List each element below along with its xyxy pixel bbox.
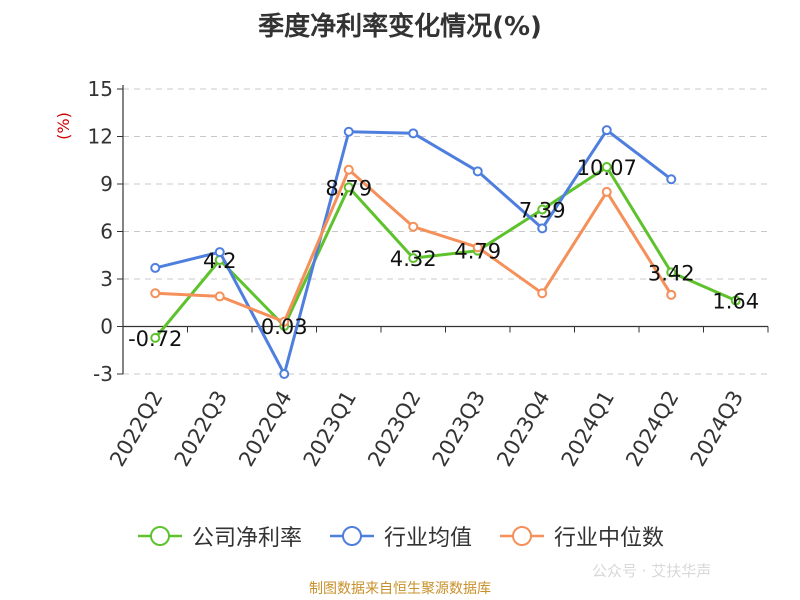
chart-legend: 公司净利率 行业均值 行业中位数 — [0, 520, 800, 552]
data-point — [666, 174, 677, 185]
data-point — [279, 369, 290, 379]
y-tick-label: -3 — [93, 362, 113, 386]
data-label: 0.03 — [261, 315, 308, 339]
chart-title: 季度净利率变化情况(%) — [258, 12, 542, 42]
data-point — [666, 267, 677, 278]
series-line-2 — [155, 168, 673, 324]
y-tick-label: 0 — [100, 315, 113, 339]
y-tick-label: 6 — [100, 220, 113, 244]
x-tick-label: 2024Q2 — [621, 387, 683, 471]
data-point — [150, 288, 161, 299]
x-tick-label: 2024Q1 — [557, 387, 619, 471]
data-point — [343, 126, 354, 137]
x-tick-label: 2023Q1 — [299, 387, 361, 471]
x-tick-label: 2023Q3 — [428, 387, 490, 471]
data-point — [279, 316, 290, 327]
data-point — [666, 289, 677, 300]
data-point — [214, 291, 225, 302]
watermark: 公众号 · 艾扶华声 — [592, 562, 712, 580]
data-point — [601, 186, 612, 197]
data-point — [537, 204, 548, 215]
x-tick-label: 2024Q3 — [686, 387, 748, 471]
data-point — [214, 247, 225, 258]
legend-item-industry-mean[interactable]: 行业均值 — [328, 520, 472, 552]
x-tick-label: 2022Q2 — [105, 387, 167, 471]
y-axis-label: (%) — [54, 112, 73, 140]
y-tick-label: 15 — [88, 77, 113, 101]
data-label: 1.64 — [712, 290, 759, 314]
data-point — [408, 221, 419, 232]
x-tick-label: 2022Q3 — [170, 387, 232, 471]
x-tick-label: 2023Q4 — [492, 387, 554, 471]
data-point — [601, 125, 612, 136]
data-label: 10.07 — [577, 156, 637, 180]
data-point — [537, 223, 548, 234]
legend-label-industry-median: 行业中位数 — [554, 526, 665, 551]
data-label: 3.42 — [648, 261, 695, 285]
data-point — [408, 128, 419, 139]
legend-marker-industry-median — [500, 526, 544, 546]
data-point — [150, 262, 161, 273]
data-point — [537, 288, 548, 299]
data-point — [408, 253, 419, 264]
data-label: 4.32 — [390, 247, 437, 271]
data-point — [730, 295, 741, 306]
legend-item-company[interactable]: 公司净利率 — [136, 520, 302, 552]
y-tick-label: 9 — [100, 172, 113, 196]
data-label: 4.79 — [454, 240, 501, 264]
source-note: 制图数据来自恒生聚源数据库 — [309, 581, 491, 597]
legend-label-company: 公司净利率 — [191, 526, 302, 551]
y-tick-label: 3 — [100, 267, 113, 291]
legend-marker-industry-mean — [329, 526, 374, 546]
legend-label-industry-mean: 行业均值 — [383, 526, 472, 551]
data-label: 8.79 — [325, 176, 372, 200]
y-tick-label: 12 — [88, 125, 113, 149]
data-label: -0.72 — [128, 327, 182, 351]
data-point — [601, 162, 612, 173]
data-point — [150, 332, 161, 343]
data-point — [343, 182, 354, 193]
legend-item-industry-median[interactable]: 行业中位数 — [498, 520, 664, 552]
x-tick-label: 2023Q2 — [363, 387, 425, 471]
data-point — [343, 164, 354, 175]
x-tick-label: 2022Q4 — [234, 387, 296, 471]
data-label: 7.39 — [519, 198, 566, 222]
legend-marker-company — [137, 526, 182, 546]
data-label: 4.2 — [203, 249, 236, 273]
data-point — [472, 242, 483, 253]
data-point — [472, 166, 483, 177]
series-line-0 — [154, 165, 737, 339]
